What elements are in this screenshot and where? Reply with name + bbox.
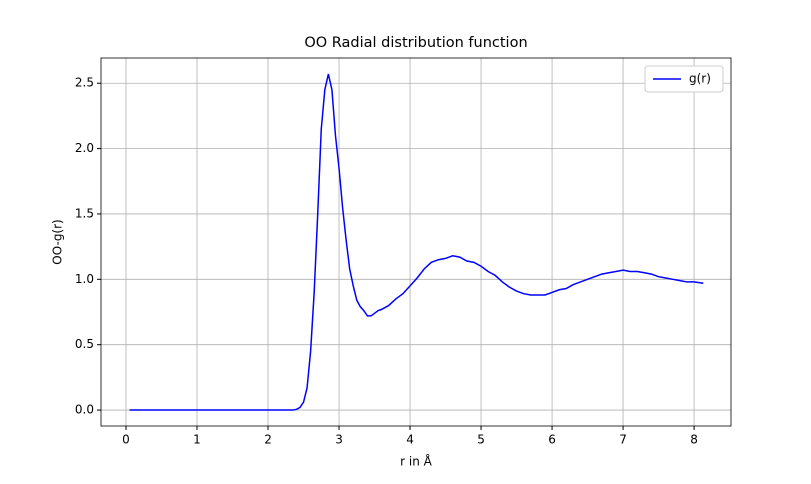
x-axis-label: r in Å [400,454,433,469]
x-tick-label: 5 [477,433,485,447]
y-axis-label: OO-g(r) [51,219,65,264]
legend-box [644,65,724,93]
x-tick-label: 1 [193,433,201,447]
legend-label: g(r) [689,72,711,86]
y-tick-label: 1.5 [75,206,94,220]
y-tick-label: 2.5 [75,76,94,90]
x-tick-label: 0 [122,433,130,447]
x-tick-label: 7 [619,433,627,447]
x-tick-label: 2 [264,433,272,447]
y-tick-label: 0.5 [75,337,94,351]
x-tick-label: 8 [690,433,698,447]
x-tick-label: 3 [335,433,343,447]
chart-title: OO Radial distribution function [304,35,527,51]
plot-frame [100,57,732,427]
x-tick-label: 4 [406,433,414,447]
line [129,73,704,411]
y-tick-label: 0.0 [75,403,94,417]
x-tick-label: 6 [548,433,556,447]
y-tick-label: 2.0 [75,141,94,155]
y-tick-label: 1.0 [75,272,94,286]
